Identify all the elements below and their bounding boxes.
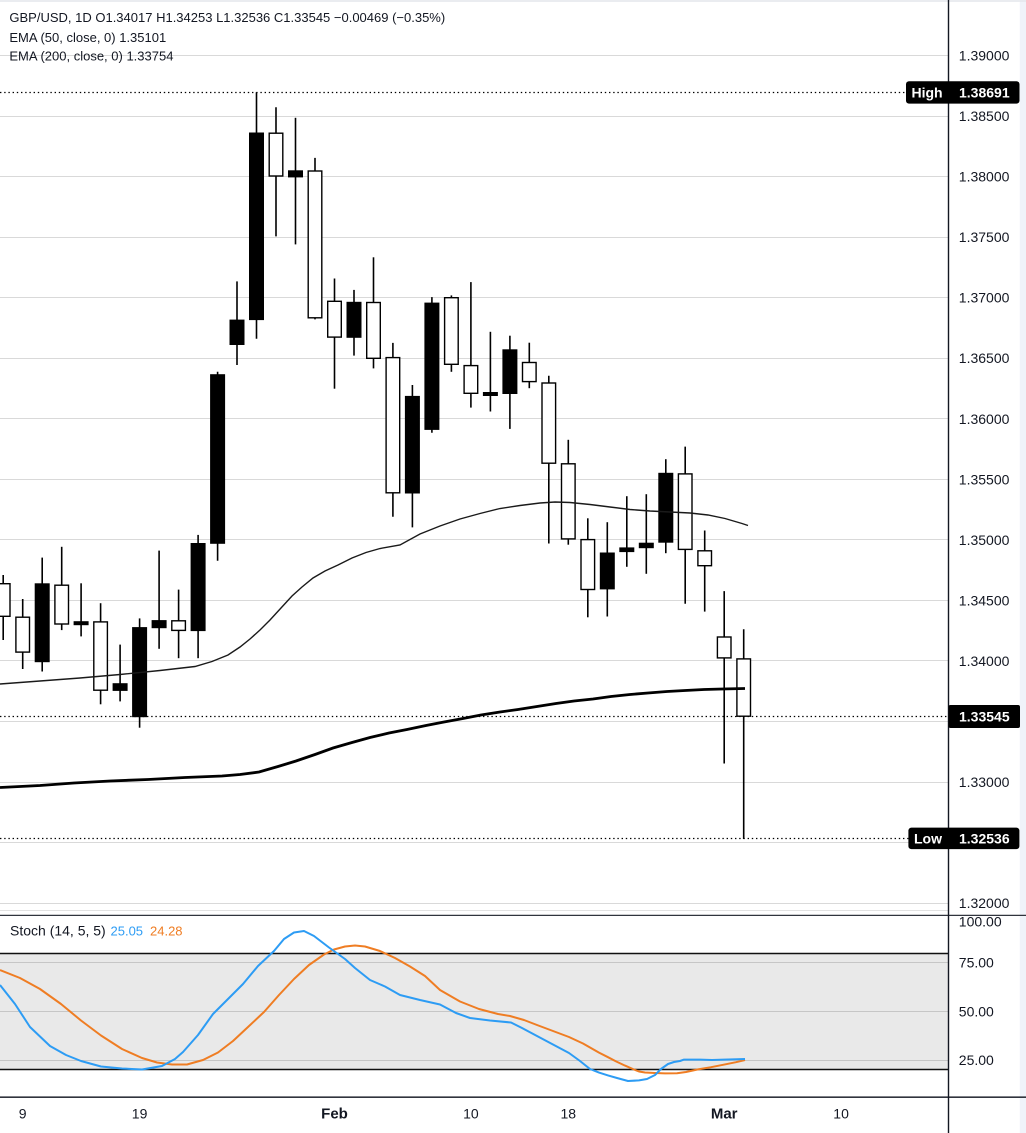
svg-text:1.34000: 1.34000 xyxy=(959,653,1010,669)
svg-text:Mar: Mar xyxy=(711,1106,738,1123)
svg-text:100.00: 100.00 xyxy=(959,914,1002,930)
svg-text:10: 10 xyxy=(463,1106,479,1122)
svg-text:75.00: 75.00 xyxy=(959,955,994,971)
svg-text:1.39000: 1.39000 xyxy=(959,48,1010,64)
svg-text:1.32000: 1.32000 xyxy=(959,895,1010,911)
svg-text:10: 10 xyxy=(833,1106,849,1122)
svg-text:Low: Low xyxy=(914,830,942,846)
svg-text:1.37500: 1.37500 xyxy=(959,229,1010,245)
svg-text:1.33545: 1.33545 xyxy=(959,709,1010,725)
svg-text:1.36000: 1.36000 xyxy=(959,411,1010,427)
svg-text:Feb: Feb xyxy=(321,1106,348,1123)
svg-text:25.05: 25.05 xyxy=(111,923,144,938)
svg-text:1.34500: 1.34500 xyxy=(959,592,1010,608)
svg-text:1.35500: 1.35500 xyxy=(959,471,1010,487)
svg-text:High: High xyxy=(912,84,943,100)
svg-text:1.38500: 1.38500 xyxy=(959,108,1010,124)
svg-text:1.36500: 1.36500 xyxy=(959,350,1010,366)
svg-text:25.00: 25.00 xyxy=(959,1052,994,1068)
svg-text:24.28: 24.28 xyxy=(150,923,183,938)
svg-text:50.00: 50.00 xyxy=(959,1003,994,1019)
svg-text:18: 18 xyxy=(561,1106,577,1122)
svg-text:1.37000: 1.37000 xyxy=(959,290,1010,306)
svg-text:9: 9 xyxy=(19,1106,27,1122)
svg-text:EMA (200, close, 0) 1.33754: EMA (200, close, 0) 1.33754 xyxy=(9,49,173,64)
svg-text:19: 19 xyxy=(132,1106,148,1122)
svg-text:GBP/USD, 1D O1.34017 H1.34253: GBP/USD, 1D O1.34017 H1.34253 L1.32536 C… xyxy=(9,10,445,25)
svg-text:EMA (50, close, 0) 1.35101: EMA (50, close, 0) 1.35101 xyxy=(9,30,166,45)
svg-text:1.38000: 1.38000 xyxy=(959,169,1010,185)
svg-text:1.33000: 1.33000 xyxy=(959,774,1010,790)
svg-text:1.35000: 1.35000 xyxy=(959,532,1010,548)
svg-text:1.32536: 1.32536 xyxy=(959,830,1010,846)
svg-text:1.38691: 1.38691 xyxy=(959,84,1010,100)
svg-text:Stoch (14, 5, 5): Stoch (14, 5, 5) xyxy=(10,922,106,938)
